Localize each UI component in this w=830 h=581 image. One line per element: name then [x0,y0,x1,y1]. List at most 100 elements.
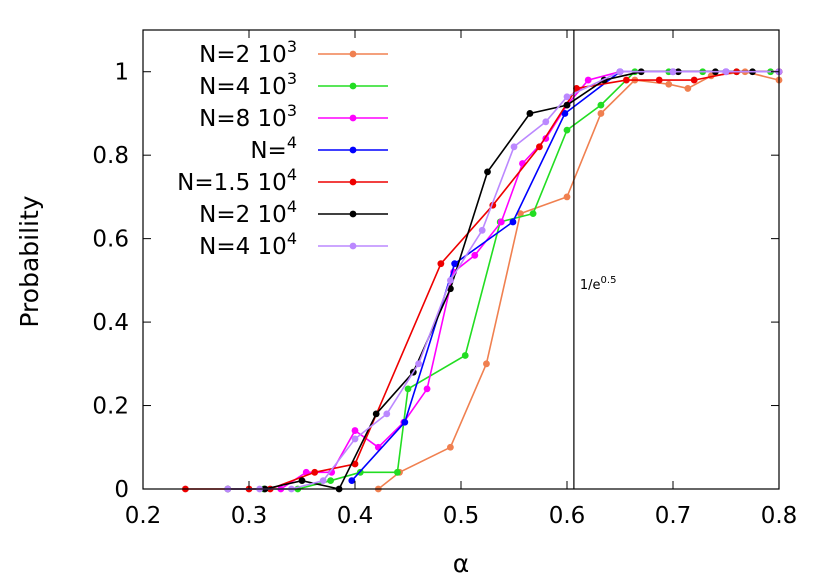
legend-marker [349,50,357,58]
data-point [372,410,380,418]
y-tick-label: 0.8 [92,143,129,169]
data-point [529,210,537,218]
legend-label: N=4 [250,133,297,164]
x-tick-label: 0.3 [231,503,268,529]
data-point [298,477,306,485]
data-point [415,360,422,368]
legend-label-base: N=8 10 [199,106,287,132]
data-point [526,110,534,117]
threshold-label-exp: 0.5 [601,275,617,286]
x-tick-label: 0.6 [549,503,586,529]
data-point [516,210,524,218]
series-7 [224,68,783,493]
data-point [584,76,592,84]
legend-marker [349,146,357,154]
legend-entry-7: N=4 104 [199,229,388,260]
legend-marker [349,242,357,250]
x-tick-label: 0.4 [337,503,374,529]
data-point [478,226,486,234]
data-point [461,352,469,359]
data-point [451,260,459,268]
axis-ticks: 0.2 0.3 0.4 0.5 0.6 0.7 0.800.20.40.60.81 [92,30,797,529]
x-tick-label: 0.8 [761,503,798,529]
legend-label-base: N=2 10 [199,202,287,228]
x-tick-label: 0.5 [443,503,480,529]
data-point [684,85,692,92]
y-tick-label: 0.4 [92,310,129,336]
legend-marker [349,82,357,90]
legend-label-exp: 3 [287,37,297,56]
data-point [447,276,454,284]
legend-marker [349,178,357,186]
data-point [437,260,445,268]
legend-label: N=4 104 [199,229,297,260]
data-point [471,251,479,259]
x-tick-label: 0.7 [655,503,692,529]
x-axis-title: α [453,549,469,578]
series-line [227,70,779,490]
legend-label-base: N=2 10 [199,42,287,68]
legend-marker [349,114,357,122]
data-point [622,76,630,84]
data-point [351,427,359,434]
threshold-label-base: 1/e [580,278,601,293]
legend-label-exp: 4 [287,165,297,184]
data-point [563,126,571,134]
x-tick-label: 0.2 [125,503,162,529]
data-point [447,443,454,451]
legend-label: N=2 103 [199,37,297,68]
series-line [263,70,771,490]
legend-label-exp: 3 [287,101,297,120]
data-point [655,76,663,84]
y-axis-title: Probability [15,195,44,327]
data-point [401,418,409,426]
y-tick-label: 0.2 [92,394,129,420]
series-3 [277,68,783,493]
series-6 [224,68,756,493]
data-point [563,101,571,109]
legend-label-exp: 4 [287,133,297,152]
y-tick-label: 0.6 [92,227,129,253]
data-point [510,143,518,151]
legend-entry-5: N=1.5 104 [177,165,388,196]
data-point [690,76,698,84]
data-point [563,93,571,101]
data-point [669,68,677,76]
data-point [616,68,624,76]
legend-label: N=1.5 104 [177,165,297,196]
y-tick-label: 1 [114,60,129,86]
data-point [561,110,569,117]
legend-entry-6: N=2 104 [199,197,388,228]
legend-entry-4: N=4 [250,133,388,164]
legend-label-base: N=4 10 [199,234,287,260]
data-point [573,85,580,92]
series-layer [182,68,783,493]
data-point [423,385,431,393]
data-point [665,80,673,88]
data-point [348,477,356,485]
data-point [542,118,550,126]
data-point [311,468,319,476]
data-point [351,460,359,468]
threshold-label: 1/e0.5 [580,275,617,293]
data-point [722,68,730,76]
data-point [483,360,490,368]
data-point [536,143,543,151]
legend-label-base: N= [250,138,286,164]
legend-label-exp: 4 [287,229,297,248]
data-point [509,218,517,226]
data-point [351,435,359,443]
legend-entry-1: N=2 103 [199,37,388,68]
data-point [497,218,505,226]
data-point [484,168,491,176]
legend-label-base: N=4 10 [199,74,287,100]
data-point [404,385,412,393]
legend-label: N=2 104 [199,197,297,228]
series-line [377,70,780,490]
data-point [394,468,401,476]
legend-label-exp: 3 [287,69,297,88]
legend-label-exp: 4 [287,197,297,216]
data-point [319,477,327,485]
series-line [227,70,753,490]
